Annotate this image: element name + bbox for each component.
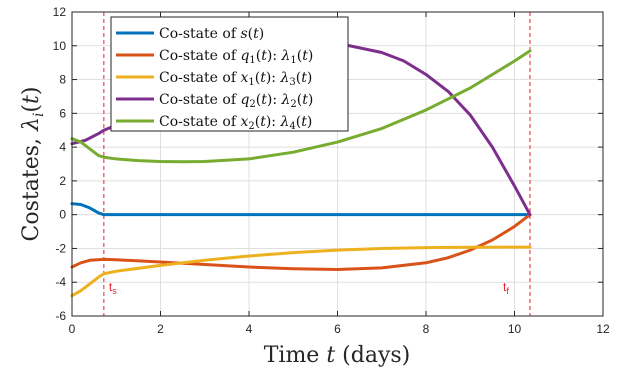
x-axis-label-prefix: Time [264, 343, 327, 368]
legend-box [110, 16, 349, 132]
legend-entry-q1: Co-state of q1(t): λ1(t) [116, 48, 313, 66]
axes [71, 11, 604, 317]
marker-label-0: ts [109, 280, 117, 296]
y-tick-label-4: 2 [59, 174, 66, 188]
x-axis-label-suffix: (days) [335, 343, 410, 368]
marker-label-1: tf [503, 280, 509, 296]
y-tick-label-1: -4 [55, 275, 66, 289]
marker-label-main-1: t [503, 280, 507, 294]
legend-entry-x1: Co-state of x1(t): λ3(t) [116, 70, 312, 88]
marker-label-sub-1: f [506, 286, 509, 296]
legend-label-q2: Co-state of q2(t): λ2(t) [159, 92, 313, 110]
event-time-markers: ts tf [103, 12, 531, 316]
y-tick-label-5: 4 [59, 140, 66, 154]
series-line-4 [70, 49, 532, 164]
y-tick-label-6: 6 [59, 106, 66, 120]
x-axis-label: Time t (days) [264, 343, 411, 368]
series-line-2 [70, 245, 532, 298]
legend-entry-q2: Co-state of q2(t): λ2(t) [116, 92, 313, 110]
x-tick-label-1: 2 [157, 322, 164, 336]
y-axis-label-arg: ( [19, 104, 44, 113]
tick-labels: 0 2 4 6 8 10 12 -6 -4 -2 0 2 4 6 8 10 12 [53, 5, 610, 336]
y-tick-label-8: 10 [53, 39, 67, 53]
legend-label-x2: Co-state of x2(t): λ4(t) [159, 114, 312, 132]
x-tick-label-0: 0 [69, 322, 76, 336]
marker-label-main-0: t [109, 280, 113, 294]
y-tick-label-3: 0 [59, 208, 66, 222]
y-tick-label-2: -2 [55, 241, 66, 255]
y-axis-label: Costates, λi(t) [19, 87, 47, 242]
series-line-0 [70, 202, 532, 217]
legend-label-q1: Co-state of q1(t): λ1(t) [159, 48, 313, 66]
x-tick-label-5: 10 [508, 322, 522, 336]
y-axis-label-sub: i [31, 113, 47, 117]
y-tick-label-9: 12 [53, 5, 67, 19]
y-tick-label-7: 8 [59, 73, 66, 87]
x-tick-label-4: 8 [423, 322, 430, 336]
y-axis-label-prefix: Costates, [19, 131, 44, 241]
x-tick-label-3: 6 [334, 322, 341, 336]
y-axis-label-argvar: t [19, 95, 44, 104]
y-axis-label-var: λ [19, 117, 44, 132]
y-tick-label-0: -6 [55, 309, 66, 323]
legend: Co-state of s(t) Co-state of q1(t): λ1(t… [110, 16, 349, 132]
x-axis-label-var: t [326, 343, 335, 368]
y-axis-label-argclose: ) [19, 87, 44, 96]
legend-entry-s: Co-state of s(t) [116, 26, 264, 42]
x-tick-label-6: 12 [596, 322, 610, 336]
legend-label-s: Co-state of s(t) [159, 26, 264, 42]
legend-label-x1: Co-state of x1(t): λ3(t) [159, 70, 312, 88]
x-tick-label-2: 4 [246, 322, 253, 336]
marker-label-sub-0: s [112, 286, 117, 296]
legend-entry-x2: Co-state of x2(t): λ4(t) [116, 114, 312, 132]
